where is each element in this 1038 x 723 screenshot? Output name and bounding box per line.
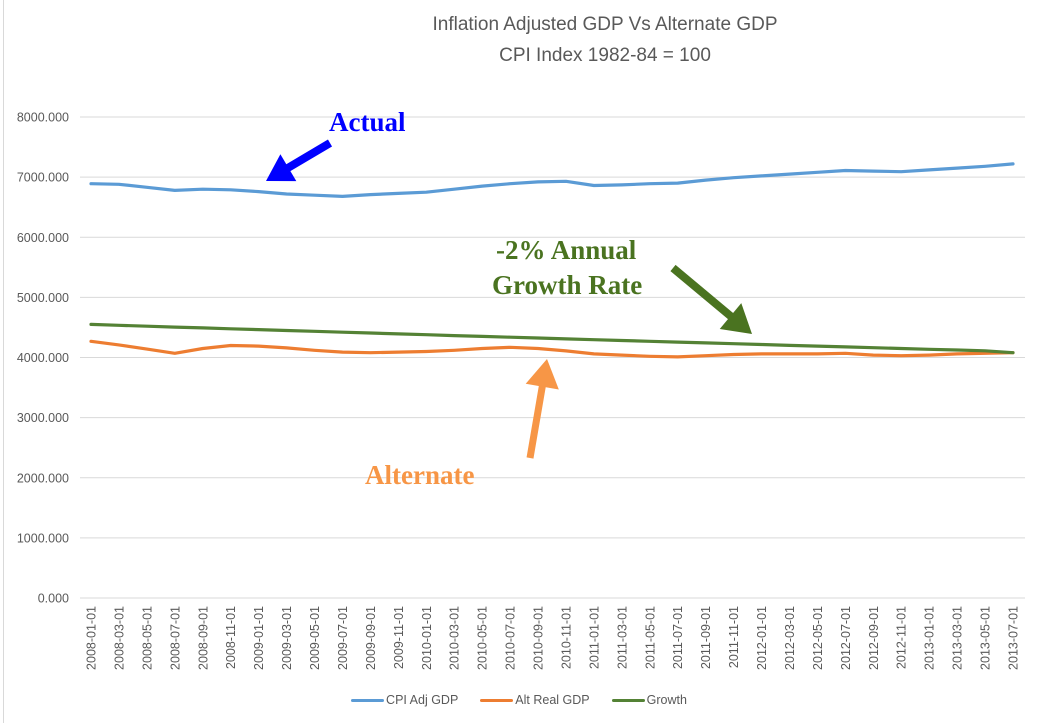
x-tick-label: 2011-03-01	[615, 606, 629, 669]
x-tick-label: 2013-07-01	[1007, 606, 1021, 670]
y-tick-label: 1000.000	[17, 531, 69, 545]
x-tick-label: 2008-01-01	[85, 606, 99, 670]
legend: CPI Adj GDP Alt Real GDP Growth	[0, 693, 1038, 707]
x-tick-label: 2011-01-01	[587, 606, 601, 669]
x-tick-label: 2008-03-01	[112, 606, 126, 670]
x-tick-label: 2008-07-01	[168, 606, 182, 670]
x-tick-label: 2012-11-01	[895, 606, 909, 669]
legend-swatch-alt	[480, 698, 514, 702]
annotation-alternate: Alternate	[365, 460, 475, 490]
legend-label-alt: Alt Real GDP	[515, 693, 590, 707]
y-tick-label: 4000.000	[17, 351, 69, 365]
x-tick-label: 2008-05-01	[140, 606, 154, 670]
y-tick-label: 5000.000	[17, 291, 69, 305]
series-line-cpi-adj-gdp	[89, 162, 1015, 198]
x-tick-label: 2010-01-01	[420, 606, 434, 670]
annotation-growth-line1: -2% Annual	[496, 235, 637, 265]
y-tick-label: 0.000	[38, 592, 69, 606]
x-tick-label: 2011-09-01	[699, 606, 713, 669]
x-tick-label: 2012-05-01	[811, 606, 825, 670]
legend-label-cpi: CPI Adj GDP	[386, 693, 459, 707]
y-tick-label: 3000.000	[17, 411, 69, 425]
x-tick-label: 2010-07-01	[504, 606, 518, 670]
legend-swatch-growth	[611, 698, 645, 702]
series-line-alt-real-gdp	[89, 339, 1015, 359]
x-tick-label: 2013-05-01	[979, 606, 993, 670]
x-tick-label: 2012-07-01	[839, 606, 853, 670]
x-tick-label: 2013-01-01	[923, 606, 937, 670]
x-tick-label: 2008-11-01	[224, 606, 238, 669]
y-tick-label: 6000.000	[17, 231, 69, 245]
x-tick-label: 2011-11-01	[727, 606, 741, 668]
x-tick-label: 2009-11-01	[392, 606, 406, 669]
x-tick-label: 2009-03-01	[280, 606, 294, 670]
x-tick-label: 2009-01-01	[252, 606, 266, 670]
legend-swatch-cpi	[351, 698, 385, 702]
y-tick-label: 2000.000	[17, 471, 69, 485]
x-tick-label: 2010-09-01	[532, 606, 546, 670]
annotation-growth-line2: Growth Rate	[492, 270, 643, 300]
chart-subtitle: CPI Index 1982-84 = 100	[499, 45, 711, 66]
series-line-growth	[89, 322, 1015, 355]
x-tick-label: 2010-03-01	[448, 606, 462, 670]
y-tick-label: 8000.000	[17, 111, 69, 125]
legend-item-cpi-adj-gdp[interactable]: CPI Adj GDP	[351, 693, 458, 707]
x-tick-label: 2009-07-01	[336, 606, 350, 670]
x-tick-label: 2010-05-01	[476, 606, 490, 670]
x-tick-label: 2009-05-01	[308, 606, 322, 670]
annotation-actual: Actual	[329, 107, 406, 137]
legend-item-alt-real-gdp[interactable]: Alt Real GDP	[480, 693, 590, 707]
x-tick-label: 2011-05-01	[643, 606, 657, 669]
arrow-actual-icon-shaft	[284, 139, 333, 173]
y-tick-label: 7000.000	[17, 171, 69, 185]
x-tick-label: 2012-01-01	[755, 606, 769, 670]
spreadsheet-row-header-edge	[0, 0, 4, 723]
arrow-alternate-icon-shaft	[526, 384, 547, 459]
x-tick-label: 2008-09-01	[196, 606, 210, 670]
x-tick-label: 2009-09-01	[364, 606, 378, 670]
x-tick-label: 2012-09-01	[867, 606, 881, 670]
legend-label-growth: Growth	[646, 693, 687, 707]
arrow-growth-icon-shaft	[670, 264, 735, 321]
chart-title: Inflation Adjusted GDP Vs Alternate GDP	[432, 14, 778, 35]
arrow-growth-icon-head	[719, 303, 752, 334]
arrow-alternate-icon-head	[525, 359, 559, 390]
x-tick-label: 2011-07-01	[671, 606, 685, 669]
x-tick-label: 2012-03-01	[783, 606, 797, 670]
arrow-actual-icon-head	[266, 154, 297, 182]
legend-item-growth[interactable]: Growth	[611, 693, 687, 707]
x-tick-label: 2013-03-01	[951, 606, 965, 670]
x-tick-label: 2010-11-01	[559, 606, 573, 669]
